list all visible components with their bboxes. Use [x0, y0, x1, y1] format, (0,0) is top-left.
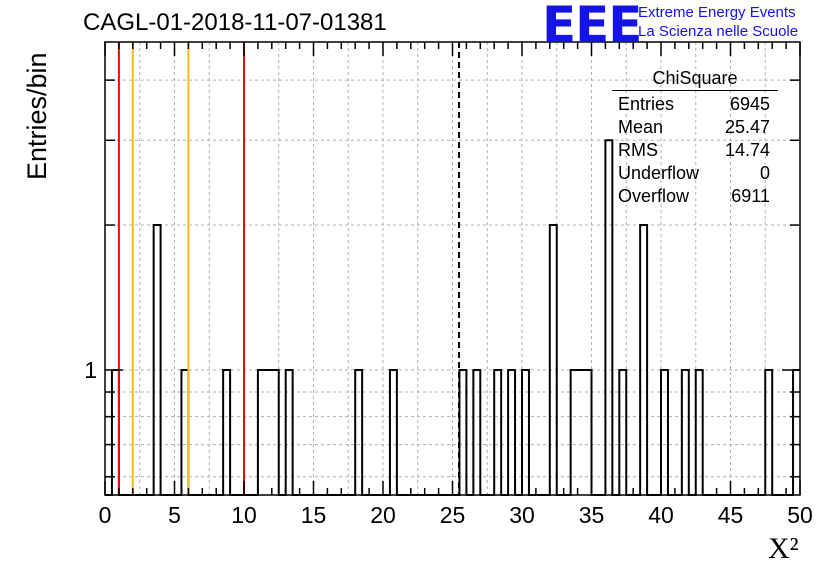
histogram-bar — [696, 370, 703, 495]
histogram-bar — [473, 370, 480, 495]
logo-line-1: Extreme Energy Events — [638, 4, 796, 21]
stats-row-mean: Mean 25.47 — [612, 116, 778, 139]
x-tick-label: 25 — [440, 502, 466, 528]
y-axis-label: Entries/bin — [22, 52, 52, 180]
stats-label: Entries — [618, 94, 675, 114]
grid — [105, 42, 800, 495]
histogram-bar — [578, 370, 585, 495]
histogram-bar — [265, 370, 272, 495]
x-tick-label: 10 — [231, 502, 257, 528]
axes: 0 5 10 15 20 25 30 35 40 45 50 1 — [84, 41, 813, 528]
stats-label: RMS — [618, 140, 658, 160]
histogram-bar — [619, 370, 626, 495]
histogram-bar — [355, 370, 362, 495]
stats-title: ChiSquare — [612, 68, 778, 91]
x-axis-label: X² — [768, 532, 799, 566]
x-tick-label: 35 — [579, 502, 605, 528]
stats-value: 25.47 — [724, 117, 770, 137]
histogram-bar — [286, 370, 293, 495]
stats-label: Overflow — [618, 186, 690, 206]
histogram-bar — [765, 370, 772, 495]
histogram-bar — [571, 370, 578, 495]
x-axis-label-text: X² — [768, 532, 799, 565]
histogram-bar — [390, 370, 397, 495]
histogram-bar — [640, 225, 647, 495]
x-tick-label: 5 — [168, 502, 181, 528]
stats-row-entries: Entries 6945 — [612, 93, 778, 116]
x-tick-label: 15 — [301, 502, 327, 528]
x-tick-label: 50 — [787, 502, 813, 528]
stats-value: 0 — [759, 163, 770, 183]
histogram-bar — [223, 370, 230, 495]
x-tick-label: 45 — [718, 502, 744, 528]
stats-row-rms: RMS 14.74 — [612, 139, 778, 162]
histogram-bar — [585, 370, 592, 495]
x-tick-label: 40 — [648, 502, 674, 528]
reference-lines — [117, 42, 461, 495]
histogram-bar — [661, 370, 668, 495]
histogram-bar — [682, 370, 689, 495]
logo-line-2: La Scienza nelle Scuole — [638, 23, 799, 40]
histogram-bar — [508, 370, 515, 495]
histogram-bar — [258, 370, 265, 495]
x-tick-label: 20 — [370, 502, 396, 528]
histogram-bar — [272, 370, 279, 495]
y-tick-label: 1 — [84, 357, 97, 383]
histogram-bar — [522, 370, 529, 495]
x-tick-label: 30 — [509, 502, 535, 528]
histogram-bar — [154, 225, 161, 495]
chart-title: CAGL-01-2018-11-07-01381 — [83, 9, 387, 36]
x-tick-label: 0 — [99, 502, 112, 528]
histogram-bar — [494, 370, 501, 495]
stats-row-underflow: Underflow 0 — [612, 162, 778, 185]
histogram-bar — [550, 225, 557, 495]
stats-row-overflow: Overflow 6911 — [612, 185, 778, 208]
stats-value: 6945 — [729, 94, 770, 114]
stats-value: 14.74 — [724, 140, 770, 160]
stats-label: Underflow — [618, 163, 700, 183]
stats-box: ChiSquare Entries 6945 Mean 25.47 RMS 14.74 Un… — [612, 68, 778, 208]
stats-value: 6911 — [731, 186, 770, 206]
histogram-bar — [181, 370, 188, 495]
eee-logo: EEE — [542, 0, 642, 54]
stats-label: Mean — [618, 117, 664, 137]
histogram-bar — [459, 370, 466, 495]
